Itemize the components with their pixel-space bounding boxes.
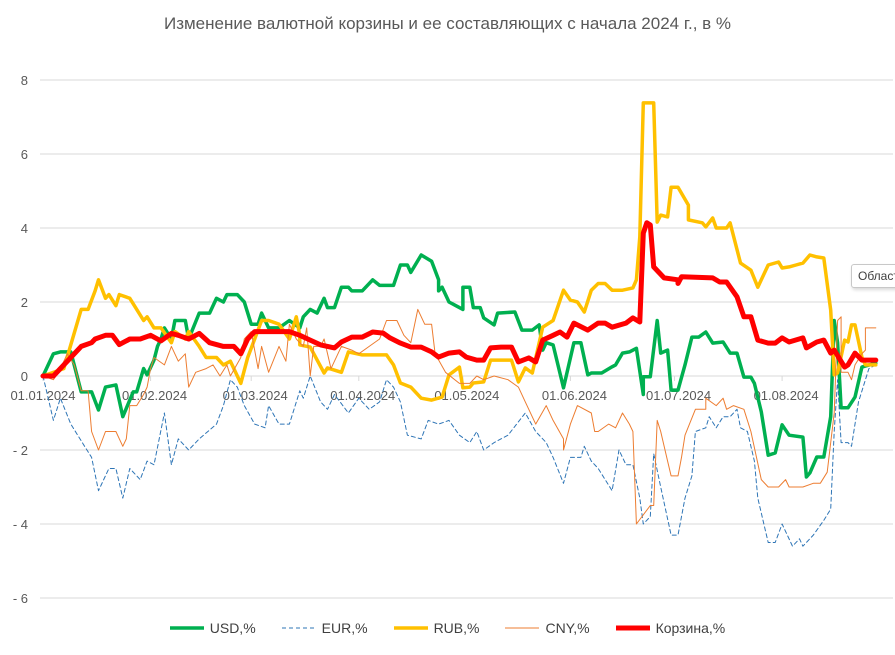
y-axis-ticks: 8 6 4 2 0 - 2 - 4 - 6 [13,73,28,606]
series-line-1 [42,364,877,547]
x-tick-label: 01.05.2024 [434,388,499,403]
legend-label: EUR,% [321,620,368,636]
legend-swatch [505,627,540,629]
legend-item: RUB,% [393,620,480,636]
y-tick-label: 8 [21,73,28,88]
x-tick-label: 01.01.2024 [10,388,75,403]
y-tick-label: 4 [21,221,28,236]
legend-item: USD,% [169,620,256,636]
legend-swatch [615,625,650,631]
series-line-0 [41,253,878,479]
y-tick-label: 2 [21,295,28,310]
x-tick-label: 01.08.2024 [754,388,819,403]
y-tick-label: - 2 [13,443,28,458]
legend-item: CNY,% [505,620,590,636]
x-tick-label: 01.04.2024 [330,388,395,403]
y-tick-label: 0 [21,369,28,384]
gridlines [40,79,893,599]
legend-label: RUB,% [433,620,480,636]
legend-swatch [281,627,316,629]
x-axis-ticks: 01.01.2024 01.02.2024 01.03.2024 01.04.2024… [10,376,819,403]
y-tick-label: - 6 [13,591,28,606]
series-lines [40,101,879,547]
legend-swatch [169,626,204,630]
legend-label: USD,% [209,620,256,636]
legend: USD,% EUR,% RUB,% CNY,% Корзина,% [0,620,895,636]
series-line-3 [42,308,877,525]
y-tick-label: - 4 [13,517,28,532]
legend-item: EUR,% [281,620,368,636]
x-tick-label: 01.07.2024 [646,388,711,403]
series-line-4 [40,220,879,379]
legend-label: Корзина,% [655,620,726,636]
legend-swatch [393,626,428,630]
legend-item: Корзина,% [615,620,726,636]
x-tick-label: 01.03.2024 [223,388,288,403]
y-tick-label: 6 [21,147,28,162]
series-line-2 [41,101,878,402]
tooltip: Област [851,264,895,288]
legend-label: CNY,% [545,620,590,636]
x-tick-label: 01.06.2024 [542,388,607,403]
chart-title: Изменение валютной корзины и ее составля… [163,14,732,33]
